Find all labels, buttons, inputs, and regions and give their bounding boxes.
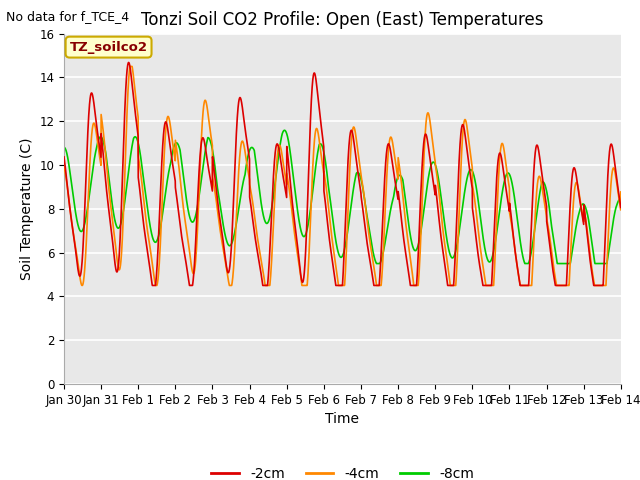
- Text: TZ_soilco2: TZ_soilco2: [70, 41, 148, 54]
- X-axis label: Time: Time: [325, 412, 360, 426]
- Title: Tonzi Soil CO2 Profile: Open (East) Temperatures: Tonzi Soil CO2 Profile: Open (East) Temp…: [141, 11, 543, 29]
- Text: No data for f_TCE_4: No data for f_TCE_4: [6, 10, 129, 23]
- Y-axis label: Soil Temperature (C): Soil Temperature (C): [20, 138, 34, 280]
- Legend: -2cm, -4cm, -8cm: -2cm, -4cm, -8cm: [205, 461, 479, 480]
